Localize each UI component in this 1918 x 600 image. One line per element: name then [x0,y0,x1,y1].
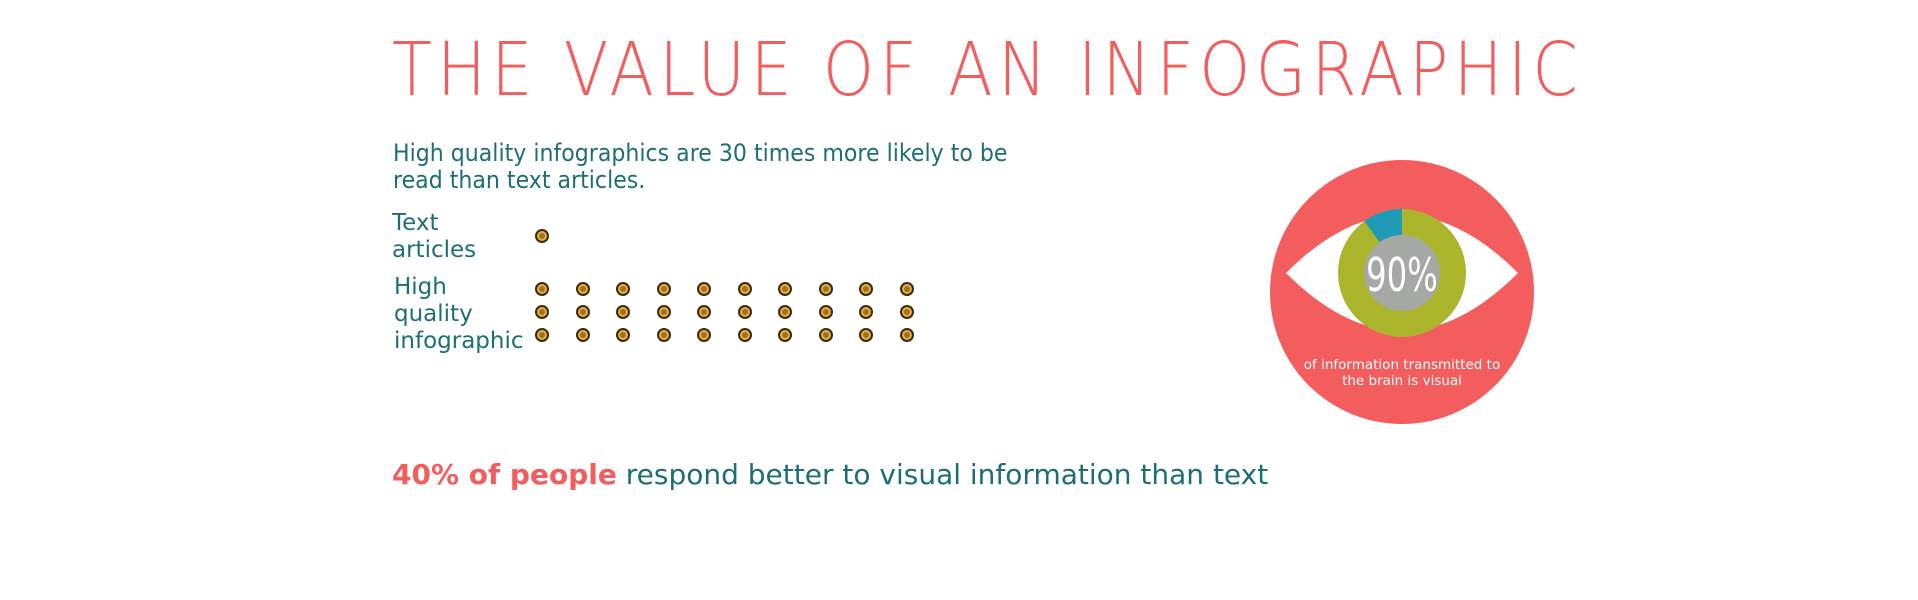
dot-marker [575,282,590,296]
dot-marker [575,305,590,319]
statistic-highlight: 40% of people [392,458,617,491]
eye-caption: of information transmitted to the brain … [1303,357,1501,389]
dot-marker [616,305,630,319]
dot-marker [697,328,711,342]
page-title: THE VALUE OF AN INFOGRAPHIC [392,27,1584,113]
dot-marker [656,282,671,296]
percent-label: 90% [1366,249,1438,303]
dot-marker [737,305,752,319]
dot-marker [899,282,914,296]
dot-marker [737,282,752,296]
statistic-text: respond better to visual information tha… [616,458,1269,491]
dot-marker [818,282,833,296]
dot-marker [575,328,590,342]
dot-marker [778,282,792,296]
dot-marker [899,305,914,319]
dot-marker [818,328,833,342]
text-articles-label: Text articles [392,210,477,263]
dot-marker [656,328,671,342]
dot-marker [535,282,549,296]
dot-marker [859,328,873,342]
dot-marker [535,305,549,319]
dot-marker [778,328,792,342]
intro-text: High quality infographics are 30 times m… [393,139,1008,194]
eye-graphic: 90% [1270,160,1534,424]
dot-marker [535,328,549,342]
dot-marker [697,305,711,319]
bottom-statistic: 40% of people respond better to visual i… [392,458,1268,492]
dot-marker [737,328,752,342]
infographic-label: High quality infographic [394,274,524,354]
dot-marker [859,282,873,296]
dot-marker [616,328,630,342]
dot-marker [899,328,914,342]
pupil [1364,235,1440,311]
dot-marker [535,229,549,243]
dot-marker [778,305,792,319]
dot-marker [656,305,671,319]
dot-marker [616,282,630,296]
dot-marker [818,305,833,319]
dot-marker [859,305,873,319]
dot-marker [697,282,711,296]
